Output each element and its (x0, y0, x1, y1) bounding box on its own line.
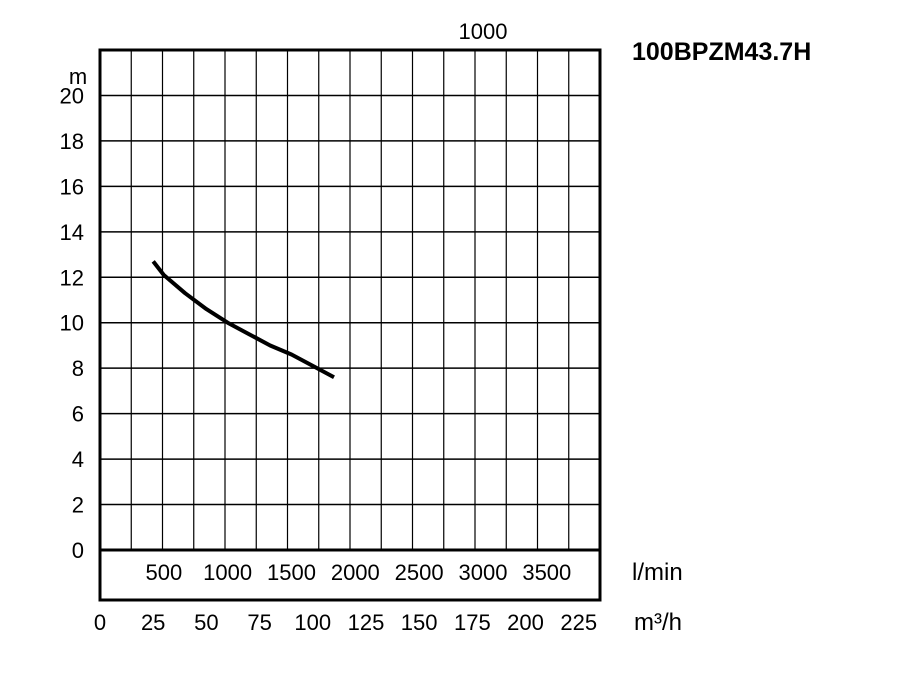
lmin-tick-label: 2500 (395, 560, 444, 585)
lmin-tick-labels: 500 1000 1500 2000 2500 3000 3500 (145, 560, 571, 585)
y-axis-label: m (69, 64, 87, 89)
x-tick-label: 125 (348, 610, 385, 635)
y-tick-label: 12 (60, 265, 84, 290)
lmin-axis-label: l/min (632, 559, 683, 586)
x-axis-label: m³/h (634, 609, 682, 636)
x-tick-label: 75 (247, 610, 271, 635)
y-tick-label: 14 (60, 220, 84, 245)
x-tick-label: 0 (94, 610, 106, 635)
x-tick-label: 150 (401, 610, 438, 635)
y-tick-label: 10 (60, 311, 84, 336)
y-tick-label: 4 (72, 447, 84, 472)
x-tick-labels: 0 25 50 75 100 125 150 175 200 225 (94, 610, 597, 635)
y-tick-label: 6 (72, 402, 84, 427)
x-tick-label: 25 (141, 610, 165, 635)
y-tick-label: 2 (72, 493, 84, 518)
series-line (151, 260, 335, 380)
y-tick-label: 0 (72, 538, 84, 563)
y-tick-label: 20 (60, 83, 84, 108)
lmin-tick-label: 3000 (459, 560, 508, 585)
grid-lines (100, 50, 600, 550)
x-tick-label: 100 (294, 610, 331, 635)
lmin-tick-label: 1500 (267, 560, 316, 585)
y-tick-label: 18 (60, 129, 84, 154)
y-tick-label: 8 (72, 356, 84, 381)
lmin-tick-label: 3500 (522, 560, 571, 585)
y-tick-labels: 0 2 4 6 8 10 12 14 16 18 20 (60, 83, 84, 563)
chart-title: 100BPZM43.7H (632, 38, 811, 66)
x-tick-label: 200 (507, 610, 544, 635)
series-group (151, 260, 335, 380)
lmin-tick-label: 1000 (203, 560, 252, 585)
x-tick-label: 225 (560, 610, 597, 635)
x-tick-label: 175 (454, 610, 491, 635)
y-tick-label: 16 (60, 174, 84, 199)
lmin-tick-label: 2000 (331, 560, 380, 585)
x-tick-label: 50 (194, 610, 218, 635)
lmin-scale-frame (98, 548, 602, 602)
top-label: 1000 (459, 19, 508, 44)
lmin-tick-label: 500 (145, 560, 182, 585)
